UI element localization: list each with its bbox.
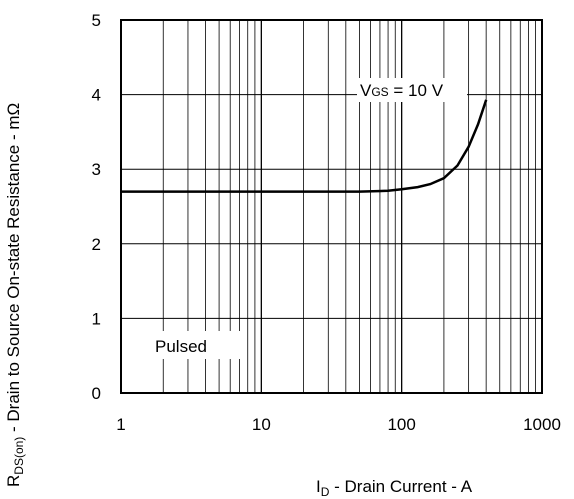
- series-line: [121, 99, 488, 193]
- x-tick-label: 100: [387, 415, 415, 434]
- y-tick-label: 2: [92, 235, 101, 254]
- y-axis-label-main: R: [4, 475, 23, 487]
- y-axis-label-sub: DS(on): [12, 437, 26, 475]
- annotation-pulsed-bg: [150, 331, 242, 359]
- y-axis-label: RDS(on) - Drain to Source On-state Resis…: [4, 103, 26, 487]
- annotation-pulsed: Pulsed: [155, 337, 207, 356]
- x-axis-label-main: I: [316, 477, 321, 496]
- annotation-vgs: VGS = 10 V: [360, 81, 444, 100]
- plot-frame: [120, 19, 543, 394]
- grid: [121, 20, 542, 393]
- x-axis-label: ID - Drain Current - A: [316, 477, 473, 499]
- x-tick-label: 10: [252, 415, 271, 434]
- x-axis-label-rest: - Drain Current - A: [329, 477, 472, 496]
- y-tick-label: 0: [92, 384, 101, 403]
- x-tick-label: 1000: [523, 415, 561, 434]
- y-tick-label: 3: [92, 160, 101, 179]
- annotation-vgs-bg: [357, 78, 467, 102]
- y-tick-label: 1: [92, 309, 101, 328]
- y-tick-label: 5: [92, 11, 101, 30]
- annotation-vgs-sub: GS: [371, 85, 388, 99]
- x-axis-label-sub: D: [321, 485, 330, 499]
- y-tick-label: 4: [92, 86, 101, 105]
- annotation-vgs-main: V: [360, 81, 372, 100]
- y-axis-label-rest: - Drain to Source On-state Resistance - …: [4, 103, 23, 437]
- annotation-vgs-rest: = 10 V: [389, 81, 444, 100]
- x-tick-label: 1: [116, 415, 125, 434]
